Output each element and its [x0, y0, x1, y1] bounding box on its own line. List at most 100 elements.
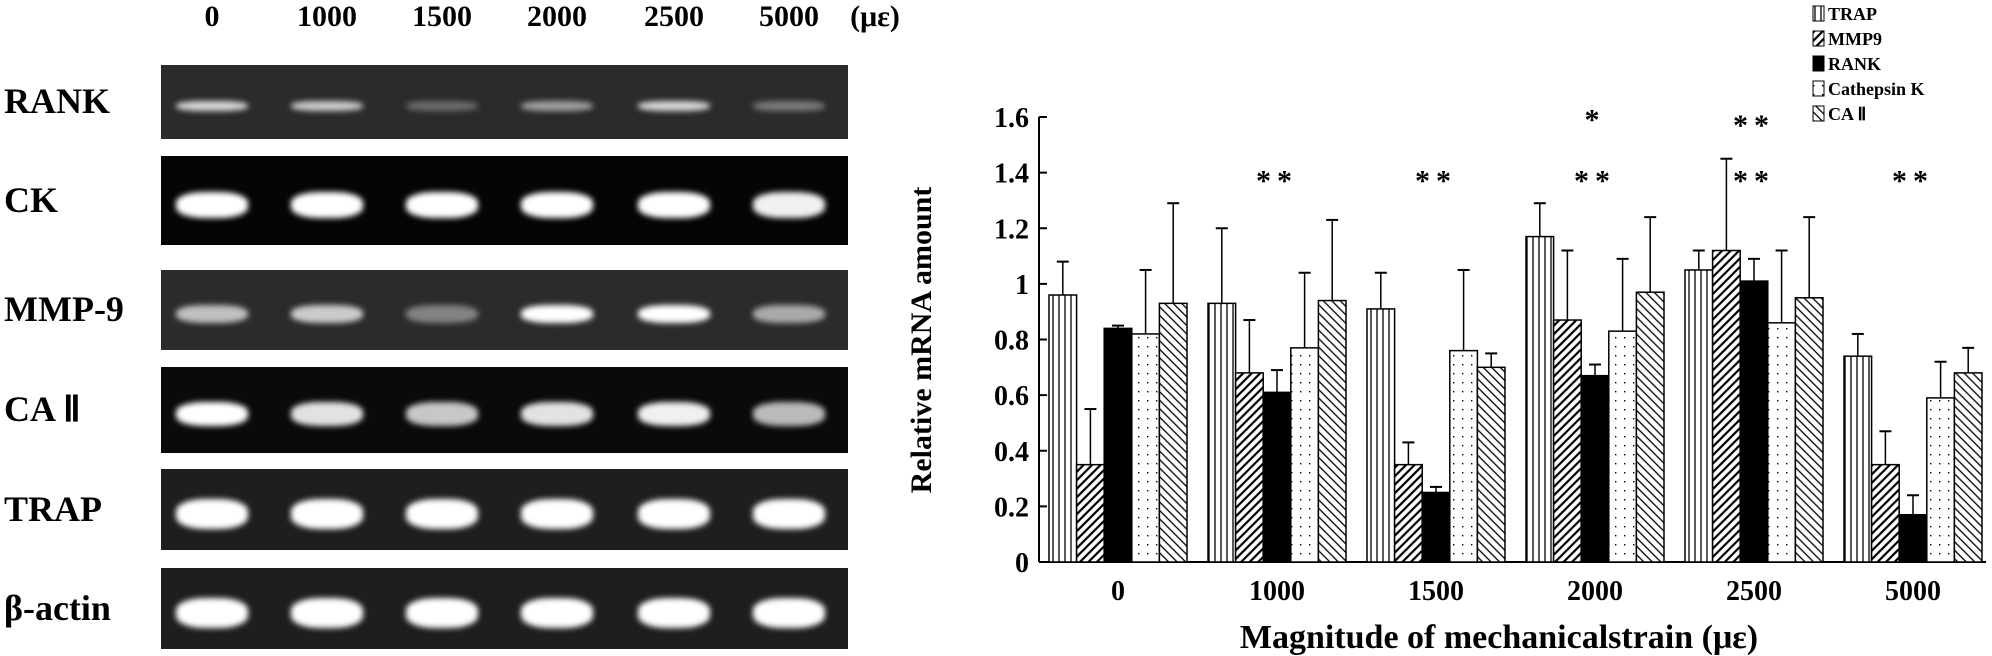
- gel-band: [753, 305, 825, 323]
- significance-marker: **: [1574, 165, 1616, 198]
- bar-cathepsin-k: [1131, 333, 1161, 563]
- gel-band: [638, 100, 710, 111]
- gel-strip: [161, 270, 848, 350]
- gel-band: [521, 498, 593, 529]
- gel-band: [638, 498, 710, 529]
- gel-strip: [161, 367, 848, 453]
- gel-band: [406, 305, 478, 323]
- y-tick-label: 0.4: [994, 437, 1029, 468]
- bar-mmp9: [1075, 463, 1105, 563]
- bar-ca-ⅱ: [1794, 297, 1824, 563]
- gel-band: [753, 498, 825, 529]
- gel-row-label: MMP-9: [4, 289, 124, 329]
- gel-band: [176, 305, 248, 323]
- gel-band: [291, 191, 363, 218]
- legend-swatch: [1812, 30, 1825, 47]
- y-axis-label: Relative mRNA amount: [905, 187, 938, 494]
- bar-trap: [1843, 355, 1873, 563]
- gel-band: [753, 402, 825, 427]
- bar-ca-ⅱ: [1635, 291, 1665, 563]
- x-tick-label: 5000: [1885, 576, 1941, 607]
- gel-band: [521, 305, 593, 323]
- lane-label: 2000: [527, 0, 587, 33]
- gel-strip: [161, 156, 848, 245]
- gel-row-label: CA Ⅱ: [4, 389, 81, 429]
- bar-ca-ⅱ: [1476, 366, 1506, 563]
- bar-trap: [1048, 294, 1078, 563]
- gel-strip: [161, 65, 848, 139]
- bar-mmp9: [1552, 319, 1582, 563]
- lane-label: 1000: [297, 0, 357, 33]
- gel-band: [176, 402, 248, 427]
- y-tick-label: 0: [1015, 548, 1029, 579]
- bar-ca-ⅱ: [1158, 302, 1188, 563]
- y-tick-label: 0.6: [994, 381, 1029, 412]
- y-tick-label: 1: [1015, 270, 1029, 301]
- bar-rank: [1580, 374, 1610, 563]
- significance-marker: **: [1733, 109, 1775, 142]
- significance-marker: **: [1892, 165, 1934, 198]
- bar-cathepsin-k: [1449, 349, 1479, 563]
- gel-band: [406, 402, 478, 427]
- gel-strip: [161, 469, 848, 550]
- lane-label: 5000: [759, 0, 819, 33]
- y-tick-label: 1.6: [994, 103, 1029, 134]
- bar-mmp9: [1711, 249, 1741, 563]
- lane-label: 1500: [412, 0, 472, 33]
- bar-rank: [1898, 513, 1928, 563]
- x-axis-label: Magnitude of mechanicalstrain (με): [1240, 619, 1758, 656]
- bar-rank: [1739, 280, 1769, 563]
- bar-cathepsin-k: [1926, 397, 1956, 563]
- unit-label: (με): [850, 0, 900, 33]
- gel-band: [753, 191, 825, 218]
- bar-trap: [1684, 269, 1714, 563]
- significance-marker: *: [1585, 103, 1606, 136]
- bar-mmp9: [1393, 463, 1423, 563]
- legend-swatch: [1812, 80, 1825, 97]
- gel-band: [291, 498, 363, 529]
- bar-trap: [1525, 235, 1555, 563]
- gel-band: [406, 597, 478, 628]
- gel-band: [521, 597, 593, 628]
- bar-cathepsin-k: [1767, 322, 1797, 563]
- gel-band: [176, 597, 248, 628]
- bar-trap: [1366, 308, 1396, 563]
- legend-label: CA Ⅱ: [1828, 104, 1866, 124]
- gel-band: [291, 402, 363, 427]
- bar-rank: [1262, 391, 1292, 563]
- bar-mmp9: [1234, 372, 1264, 563]
- gel-band: [638, 191, 710, 218]
- legend-label: TRAP: [1828, 4, 1877, 24]
- gel-band: [753, 100, 825, 111]
- gel-band: [406, 191, 478, 218]
- gel-row-label: RANK: [4, 81, 110, 121]
- gel-strip: [161, 568, 848, 649]
- significance-marker: **: [1733, 165, 1775, 198]
- gel-band: [291, 100, 363, 111]
- y-tick-label: 1.2: [994, 214, 1029, 245]
- bar-rank: [1103, 327, 1133, 563]
- gel-band: [406, 498, 478, 529]
- gel-band: [406, 100, 478, 111]
- bar-cathepsin-k: [1290, 347, 1320, 563]
- gel-band: [176, 100, 248, 111]
- bar-ca-ⅱ: [1317, 299, 1347, 563]
- bar-cathepsin-k: [1608, 330, 1638, 563]
- lane-label: 2500: [644, 0, 704, 33]
- x-tick-label: 1000: [1249, 576, 1305, 607]
- gel-row-label: CK: [4, 179, 58, 220]
- gel-band: [638, 305, 710, 323]
- significance-marker: **: [1415, 165, 1457, 198]
- gel-band: [638, 402, 710, 427]
- bar-mmp9: [1870, 463, 1900, 563]
- legend-label: MMP9: [1828, 29, 1882, 49]
- gel-row-label: β-actin: [4, 587, 111, 628]
- y-tick-label: 1.4: [994, 159, 1029, 190]
- legend-swatch: [1812, 55, 1825, 72]
- gel-band: [176, 191, 248, 218]
- gel-band: [521, 100, 593, 111]
- legend-swatch: [1812, 105, 1825, 122]
- legend-swatch: [1812, 5, 1825, 22]
- x-tick-label: 2000: [1567, 576, 1623, 607]
